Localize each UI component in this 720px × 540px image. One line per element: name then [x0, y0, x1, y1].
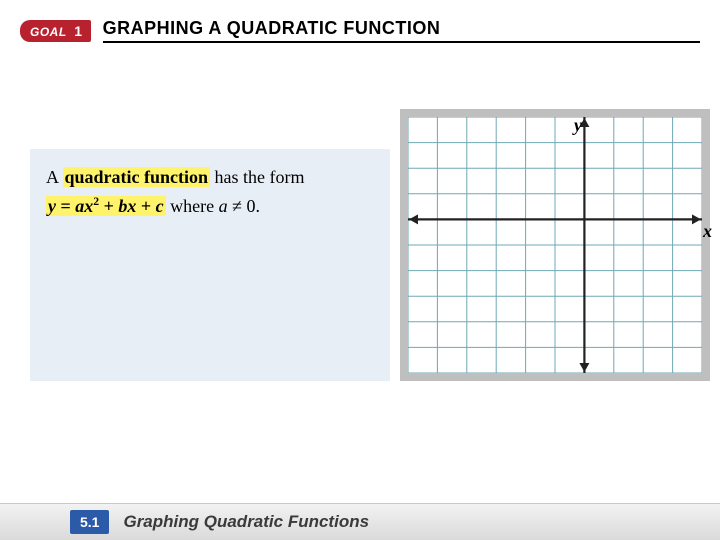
footer-title: Graphing Quadratic Functions [123, 512, 369, 532]
footer-bar: 5.1 Graphing Quadratic Functions [0, 503, 720, 540]
def-a: a [219, 196, 228, 216]
graph-frame: y x [400, 109, 710, 381]
page-title: GRAPHING A QUADRATIC FUNCTION [103, 18, 700, 39]
eq-equals: = [56, 196, 75, 216]
section-badge: 5.1 [70, 510, 109, 534]
def-equation: y = ax2 + bx + c [46, 196, 166, 216]
content-row: A quadratic function has the form y = ax… [0, 49, 720, 381]
eq-bx: bx [118, 196, 136, 216]
x-axis-label: x [703, 221, 712, 242]
definition-block: A quadratic function has the form y = ax… [30, 149, 390, 381]
coordinate-grid [408, 117, 702, 373]
y-axis-label: y [574, 115, 582, 136]
header: GOAL 1 GRAPHING A QUADRATIC FUNCTION [0, 0, 720, 49]
def-mid: has the form [210, 167, 304, 187]
eq-plus1: + [99, 196, 118, 216]
def-ne: ≠ 0. [228, 196, 260, 216]
goal-badge-number: 1 [74, 23, 82, 39]
def-lead: A [46, 167, 63, 187]
goal-badge: GOAL 1 [20, 20, 91, 42]
eq-plus2: + [136, 196, 155, 216]
title-underline: GRAPHING A QUADRATIC FUNCTION [103, 18, 700, 43]
eq-ax: ax [75, 196, 93, 216]
eq-c: c [156, 196, 164, 216]
goal-badge-text: GOAL [30, 25, 66, 39]
def-term: quadratic function [63, 167, 211, 187]
eq-y: y [48, 196, 56, 216]
def-tail1: where [166, 196, 219, 216]
